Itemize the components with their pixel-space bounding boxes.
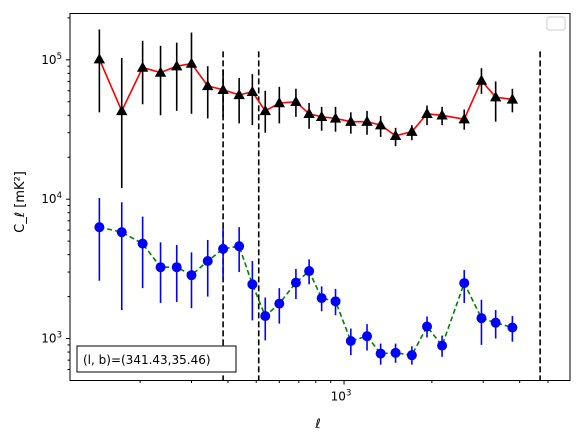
data-point-0-25 [489, 91, 502, 102]
data-point-1-0 [94, 222, 105, 233]
data-point-0-8 [233, 88, 245, 100]
data-point-0-7 [217, 83, 229, 94]
y-tick-label-2: 105 [41, 52, 62, 67]
data-point-1-11 [274, 298, 285, 309]
data-point-0-20 [406, 125, 418, 136]
data-point-1-12 [290, 277, 301, 288]
data-point-0-22 [436, 109, 448, 120]
x-axis-label: ℓ [314, 417, 320, 432]
data-point-0-16 [345, 115, 357, 126]
plot-frame [69, 13, 571, 381]
data-point-1-13 [304, 266, 315, 277]
data-point-1-26 [507, 322, 518, 333]
data-point-0-0 [93, 53, 106, 64]
data-point-0-2 [136, 61, 149, 72]
data-point-0-10 [259, 104, 271, 116]
data-point-1-23 [459, 278, 470, 289]
data-point-0-14 [315, 110, 328, 122]
data-point-0-17 [361, 115, 373, 126]
data-point-1-17 [362, 331, 373, 342]
data-point-0-4 [171, 60, 183, 71]
data-point-1-21 [422, 321, 433, 332]
data-point-1-1 [116, 227, 127, 238]
annotation-box [76, 345, 237, 373]
data-point-0-3 [154, 66, 167, 77]
data-point-1-19 [390, 347, 401, 358]
data-point-0-11 [273, 97, 286, 108]
y-tick-label-1: 104 [41, 191, 62, 206]
data-point-1-15 [330, 296, 341, 307]
data-point-0-6 [202, 79, 214, 91]
data-point-1-18 [375, 348, 386, 359]
data-point-0-23 [458, 113, 470, 124]
data-point-1-22 [437, 340, 448, 351]
series-0 [93, 29, 519, 189]
legend-box [546, 16, 566, 31]
y-tick-label-0: 103 [41, 331, 62, 346]
data-point-0-1 [116, 104, 128, 116]
y-axis-label: C_ℓ [mK²] [13, 171, 28, 233]
data-point-1-3 [155, 262, 166, 273]
data-point-0-13 [303, 107, 315, 118]
data-point-0-12 [290, 95, 302, 106]
data-point-0-5 [185, 57, 198, 68]
data-point-1-24 [476, 313, 487, 324]
data-point-1-16 [345, 336, 356, 347]
data-point-0-24 [475, 74, 488, 85]
data-point-1-6 [202, 256, 213, 267]
data-point-0-19 [389, 129, 402, 141]
data-point-1-14 [316, 293, 327, 304]
x-tick-label-0: 103 [331, 389, 352, 404]
data-point-1-10 [260, 311, 271, 322]
data-point-0-21 [421, 107, 433, 118]
data-point-1-7 [218, 243, 229, 254]
data-point-1-5 [186, 270, 197, 281]
data-point-0-15 [329, 112, 342, 123]
series-1 [94, 197, 518, 365]
data-point-1-9 [247, 279, 258, 290]
data-point-0-9 [246, 85, 259, 96]
data-point-1-8 [234, 241, 245, 252]
data-point-1-2 [137, 238, 148, 249]
data-point-0-26 [506, 93, 519, 104]
data-point-1-4 [171, 262, 182, 273]
data-point-0-18 [374, 119, 387, 130]
series-layer [93, 29, 519, 365]
data-point-1-20 [406, 350, 417, 361]
annotation-text: (l, b)=(341.43,35.46) [83, 353, 211, 367]
data-point-1-25 [490, 317, 501, 328]
